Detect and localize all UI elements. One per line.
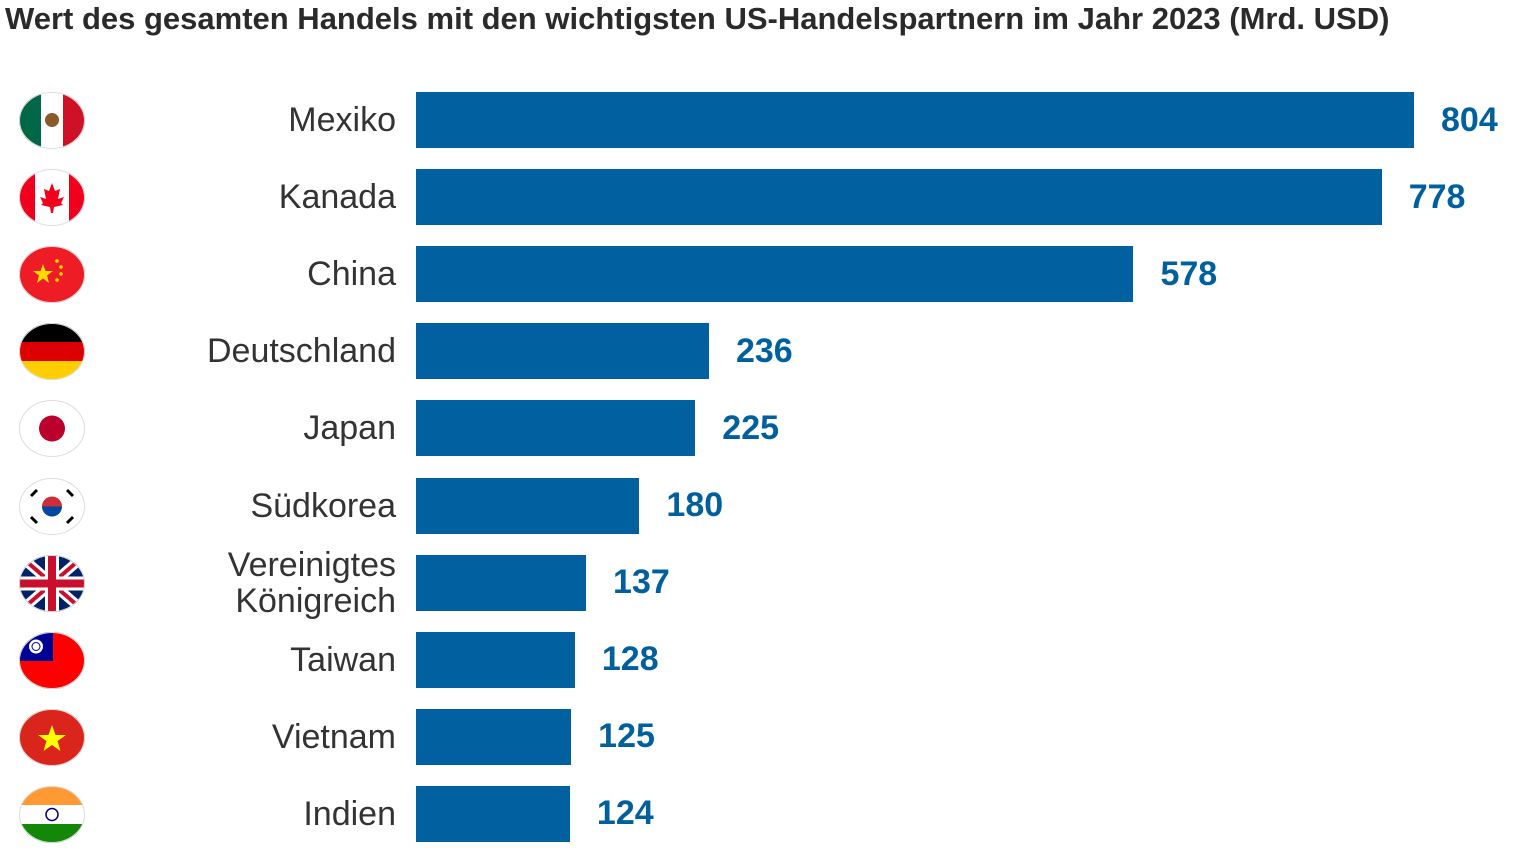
bar [416,169,1382,226]
value-label: 124 [596,794,654,833]
bar-row: Indien 124 [0,785,1534,843]
category-label: Vietnam [271,717,396,756]
bar [416,246,1134,303]
bar-row: Japan 225 [0,400,1534,458]
category-label: Mexiko [288,101,396,139]
bar-row: Mexiko 804 [0,92,1534,149]
bar-row: Deutschland 236 [0,323,1534,381]
value-label: 225 [722,408,780,447]
value-label: 778 [1408,177,1466,216]
bar-row: Taiwan 128 [0,631,1534,689]
value-label: 137 [613,563,670,602]
bar [416,323,709,380]
india-flag-icon [19,785,85,843]
germany-flag-icon [19,323,85,381]
bar-row: Vietnam 125 [0,708,1534,766]
category-label: Japan [303,409,396,448]
category-label: Vereinigtes Königreich [227,545,396,620]
bar [416,554,587,611]
value-label: 804 [1441,100,1498,139]
china-flag-icon [19,246,85,304]
bar-row: Südkorea 180 [0,477,1534,535]
bar [416,92,1414,148]
bar-row: Vereinigtes Königreich 137 [0,545,1534,620]
bar [416,631,575,688]
bar [416,785,570,842]
canada-flag-icon [19,169,85,227]
value-label: 578 [1160,254,1218,293]
category-label: Deutschland [206,332,396,371]
value-label: 128 [601,640,659,679]
south-korea-flag-icon [19,477,85,535]
taiwan-flag-icon [19,631,85,689]
bar-row: Kanada 778 [0,169,1534,227]
bar [416,708,572,765]
category-label: China [307,255,396,294]
value-label: 180 [666,486,724,524]
mexico-flag-icon [19,92,85,149]
category-label: Kanada [278,178,396,217]
category-label: Indien [303,794,396,833]
category-label: Taiwan [290,640,396,679]
bar [416,477,640,534]
value-label: 125 [598,717,655,756]
uk-flag-icon [19,554,85,612]
japan-flag-icon [19,400,85,458]
bar-row: China 578 [0,246,1534,304]
category-label: Südkorea [250,486,396,525]
value-label: 236 [735,331,793,370]
chart-title: Wert des gesamten Handels mit den wichti… [5,1,1390,36]
bar [416,400,696,457]
vietnam-flag-icon [19,708,85,766]
